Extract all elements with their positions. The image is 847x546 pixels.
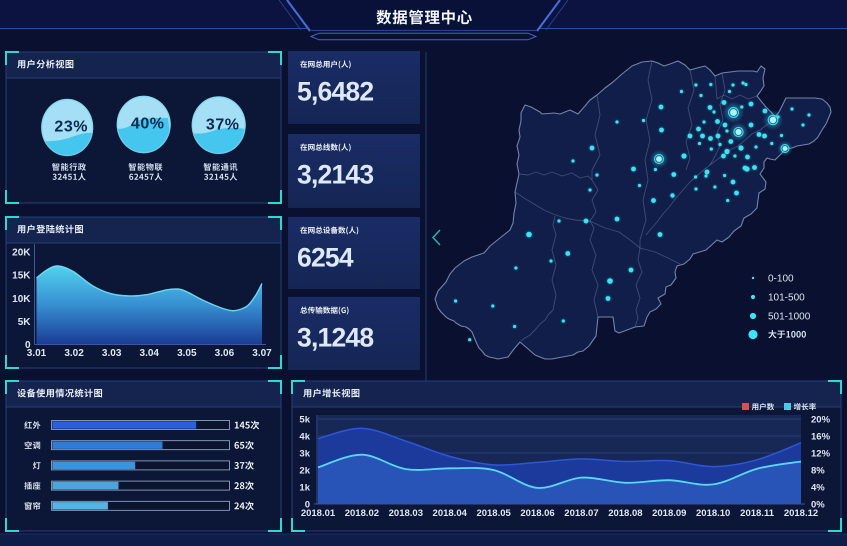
- svg-text:3k: 3k: [299, 449, 310, 460]
- svg-text:2018.08: 2018.08: [608, 508, 642, 519]
- svg-text:40%: 40%: [131, 116, 165, 133]
- svg-text:0: 0: [305, 500, 310, 511]
- svg-text:501-1000: 501-1000: [768, 312, 811, 323]
- svg-text:3.01: 3.01: [27, 348, 47, 359]
- svg-text:23%: 23%: [54, 119, 88, 136]
- svg-text:3,2143: 3,2143: [297, 160, 373, 190]
- svg-text:0: 0: [25, 340, 31, 351]
- svg-text:2018.09: 2018.09: [652, 508, 686, 519]
- svg-text:2018.01: 2018.01: [301, 508, 336, 519]
- svg-text:4%: 4%: [811, 483, 825, 494]
- svg-text:2k: 2k: [299, 466, 310, 477]
- svg-text:12%: 12%: [811, 449, 831, 460]
- svg-text:101-500: 101-500: [768, 293, 805, 304]
- svg-text:2018.07: 2018.07: [564, 508, 598, 519]
- svg-text:5K: 5K: [18, 317, 32, 328]
- svg-text:2018.02: 2018.02: [345, 508, 379, 519]
- svg-text:2018.12: 2018.12: [784, 508, 818, 519]
- svg-text:3.07: 3.07: [252, 348, 272, 359]
- svg-text:20%: 20%: [811, 415, 831, 426]
- svg-text:0%: 0%: [811, 500, 825, 511]
- svg-text:1k: 1k: [299, 483, 310, 494]
- svg-text:2018.06: 2018.06: [520, 508, 554, 519]
- svg-text:3.04: 3.04: [140, 348, 160, 359]
- svg-text:20K: 20K: [12, 248, 31, 259]
- svg-text:3.05: 3.05: [177, 348, 197, 359]
- svg-text:5k: 5k: [299, 415, 310, 426]
- svg-text:2018.10: 2018.10: [696, 508, 730, 519]
- svg-text:3,1248: 3,1248: [297, 323, 373, 353]
- svg-text:2018.04: 2018.04: [433, 508, 468, 519]
- svg-text:5,6482: 5,6482: [297, 77, 373, 107]
- svg-text:10K: 10K: [12, 294, 31, 305]
- svg-text:2018.03: 2018.03: [389, 508, 423, 519]
- svg-text:16%: 16%: [811, 432, 831, 443]
- svg-text:6254: 6254: [297, 243, 354, 273]
- svg-text:8%: 8%: [811, 466, 825, 477]
- svg-text:15K: 15K: [12, 271, 31, 282]
- svg-text:3.02: 3.02: [64, 348, 84, 359]
- svg-text:37%: 37%: [206, 116, 240, 133]
- svg-text:3.03: 3.03: [102, 348, 122, 359]
- svg-text:4k: 4k: [299, 432, 310, 443]
- svg-text:2018.05: 2018.05: [476, 508, 511, 519]
- svg-text:3.06: 3.06: [215, 348, 235, 359]
- svg-text:0-100: 0-100: [768, 274, 794, 285]
- svg-text:2018.11: 2018.11: [740, 508, 775, 519]
